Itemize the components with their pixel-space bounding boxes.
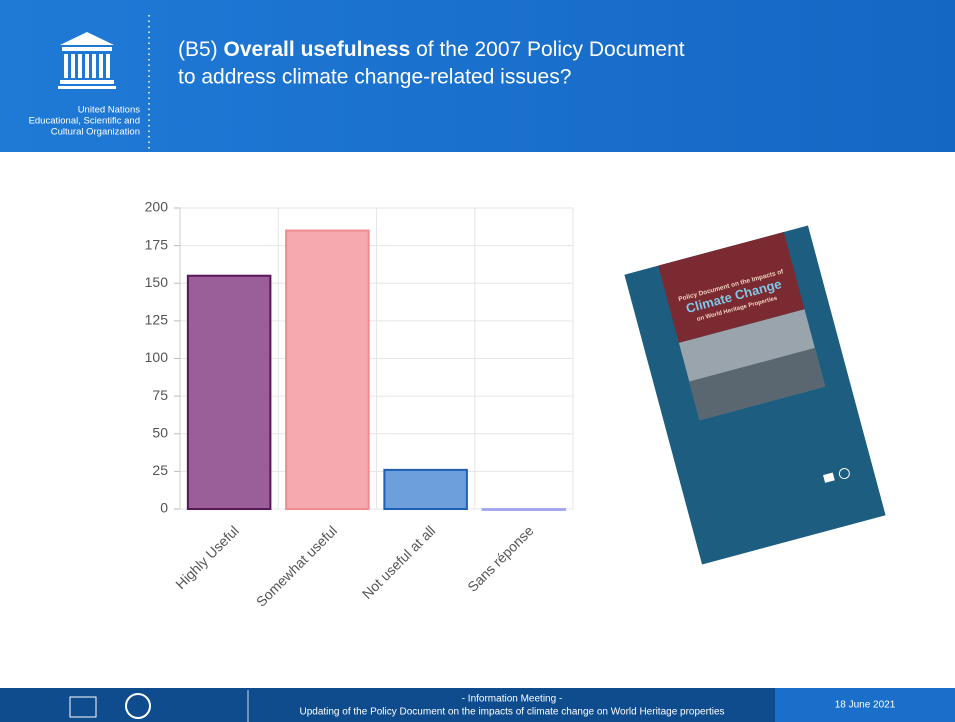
cover-logo <box>823 472 835 483</box>
org-line: Educational, Scientific and <box>29 116 140 127</box>
title-part: Overall usefulness <box>224 38 411 61</box>
y-tick-label: 50 <box>152 424 168 440</box>
cover-band <box>658 231 805 343</box>
y-tick-label: 0 <box>160 500 168 516</box>
title-part: (B5) <box>178 38 224 61</box>
cover-logo <box>838 468 850 480</box>
bar <box>383 468 468 510</box>
book-cover: Policy Document on the Impacts of Climat… <box>624 225 886 565</box>
y-tick-label: 100 <box>145 349 169 365</box>
cover-photo-water <box>689 347 826 421</box>
org-line: Cultural Organization <box>51 127 140 138</box>
bar <box>285 229 370 510</box>
footer-logo <box>69 696 97 718</box>
slide-title: to address climate change-related issues… <box>178 66 571 89</box>
footer-subtitle: Updating of the Policy Document on the i… <box>299 707 724 718</box>
bar <box>481 508 567 511</box>
y-tick-label: 75 <box>152 387 168 403</box>
y-tick-label: 175 <box>145 236 169 252</box>
y-tick-label: 200 <box>145 199 169 215</box>
footer-date: 18 June 2021 <box>835 700 896 711</box>
footer-whc-logo <box>125 693 151 719</box>
y-tick-label: 25 <box>152 462 168 478</box>
footer-date-box <box>775 688 955 722</box>
title-part: of the 2007 Policy Document <box>410 38 684 61</box>
y-tick-label: 150 <box>145 274 169 290</box>
bar <box>186 274 272 510</box>
org-line: United Nations <box>78 105 141 116</box>
footer-meeting: - Information Meeting - <box>462 694 563 705</box>
header-band <box>0 0 955 152</box>
y-tick-label: 125 <box>145 312 169 328</box>
slide-title: (B5) Overall usefulness of the 2007 Poli… <box>178 38 685 61</box>
unesco-logo <box>58 32 116 89</box>
